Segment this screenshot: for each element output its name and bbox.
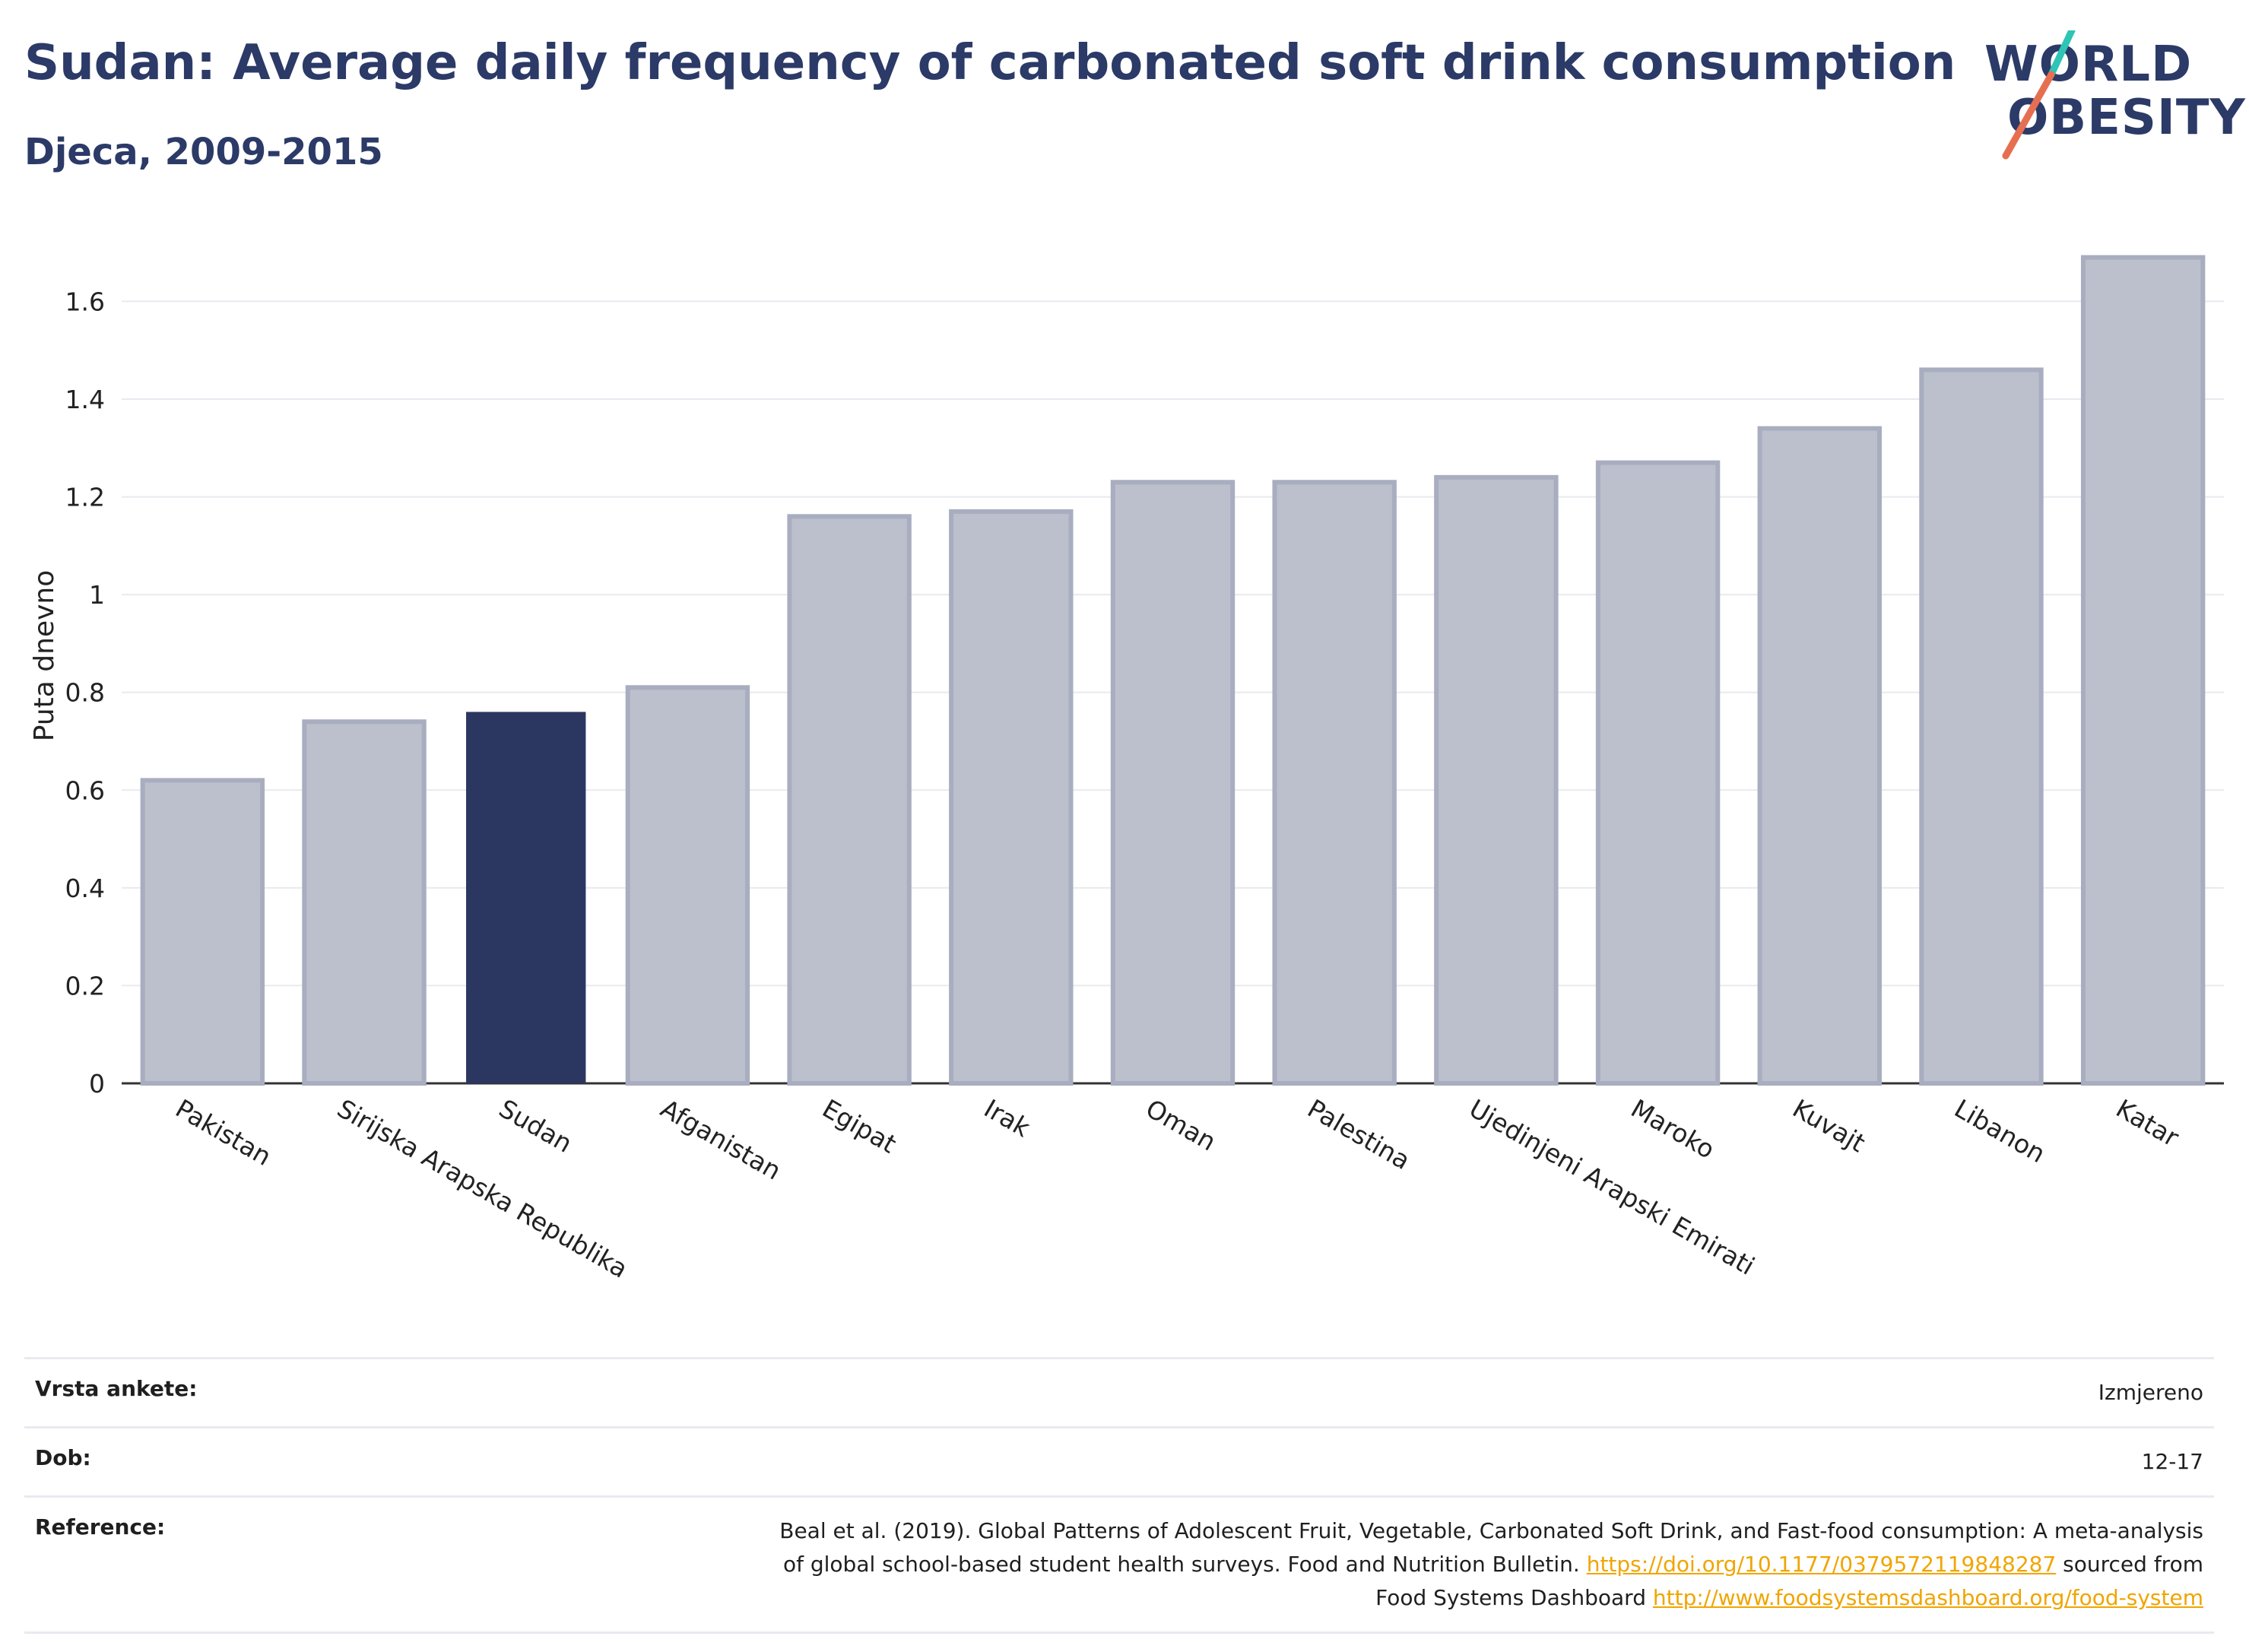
meta-value: Izmjereno <box>2098 1380 2203 1405</box>
meta-value: 12-17 <box>2141 1449 2203 1474</box>
x-tick-label: Kuvajt <box>1787 1093 1870 1158</box>
bar-irak <box>949 509 1074 1086</box>
logo-line-1: WORLD <box>1984 36 2193 93</box>
y-tick-label: 1.2 <box>65 483 105 512</box>
meta-row-survey-type: Vrsta ankete: Izmjereno <box>24 1357 2214 1426</box>
meta-key: Vrsta ankete: <box>35 1376 198 1401</box>
x-tick-label: Palestina <box>1302 1093 1415 1175</box>
x-tick-label: Egipat <box>817 1093 902 1159</box>
reference-line-2: of global school-based student health su… <box>782 1552 1580 1577</box>
x-tick-label: Katar <box>2111 1093 2184 1153</box>
chart-title: Sudan: Average daily frequency of carbon… <box>24 35 1956 91</box>
reference-text: Beal et al. (2019). Global Patterns of A… <box>779 1514 2203 1615</box>
y-tick-label: 1 <box>89 580 105 610</box>
y-tick-label: 0 <box>89 1069 105 1099</box>
y-tick-label: 0.2 <box>65 971 105 1000</box>
doi-link[interactable]: https://doi.org/10.1177/0379572119848287 <box>1586 1552 2057 1577</box>
y-axis-label: Puta dnevno <box>29 570 60 741</box>
bar-maroko <box>1595 460 1721 1086</box>
x-tick-label: Sudan <box>494 1093 578 1159</box>
y-tick-label: 0.6 <box>65 775 105 805</box>
logo-line-2: OBESITY <box>2007 90 2246 146</box>
world-obesity-logo: WORLD OBESITY <box>1984 30 2245 167</box>
reference-sourced-from: sourced from <box>2063 1552 2203 1577</box>
x-tick-label: Sirijska Arapska Republika <box>332 1093 633 1284</box>
bar-libanon <box>1919 367 2044 1086</box>
food-systems-link[interactable]: http://www.foodsystemsdashboard.org/food… <box>1652 1585 2203 1610</box>
x-tick-label: Libanon <box>1949 1093 2051 1168</box>
reference-line-3: Food Systems Dashboard <box>1375 1585 1646 1610</box>
bar-egipat <box>787 514 912 1086</box>
x-tick-label: Afganistan <box>655 1093 786 1186</box>
y-tick-label: 1.4 <box>65 385 105 414</box>
y-tick-label: 0.4 <box>65 874 105 903</box>
x-tick-label: Oman <box>1141 1093 1221 1156</box>
x-tick-label: Ujedinjeni Arapski Emirati <box>1464 1093 1759 1281</box>
bar-chart: 0 0.2 0.4 0.6 0.8 1 1.2 1.4 1.6 Pakistan Sirijska… <box>29 255 2224 1284</box>
bar-afganistan <box>625 685 750 1086</box>
x-tick-label: Maroko <box>1626 1093 1720 1165</box>
meta-row-reference: Reference: Beal et al. (2019). Global Pa… <box>24 1495 2214 1634</box>
x-tick-label: Irak <box>979 1093 1036 1143</box>
logo-slash-icon <box>2002 30 2076 160</box>
bar-oman <box>1110 480 1236 1086</box>
y-tick-label: 1.6 <box>65 287 105 316</box>
metadata-table: Vrsta ankete: Izmjereno Dob: 12-17 Refer… <box>24 1357 2214 1634</box>
bar-sirijska-arapska-republika <box>302 719 427 1086</box>
bar-pakistan <box>140 778 265 1086</box>
bar-katar <box>2080 255 2206 1086</box>
y-tick-label: 0.8 <box>65 678 105 708</box>
x-tick-label: Pakistan <box>170 1093 276 1172</box>
bar-palestina <box>1272 480 1397 1086</box>
bar-sudan <box>466 712 586 1083</box>
bar-ujedinjeni-arapski-emirati <box>1434 474 1559 1086</box>
chart-subtitle: Djeca, 2009-2015 <box>24 131 383 173</box>
reference-line-1: Beal et al. (2019). Global Patterns of A… <box>779 1518 2203 1543</box>
meta-key: Reference: <box>35 1514 166 1539</box>
bar-kuvajt <box>1757 426 1882 1086</box>
meta-row-age: Dob: 12-17 <box>24 1426 2214 1495</box>
meta-key: Dob: <box>35 1445 91 1470</box>
